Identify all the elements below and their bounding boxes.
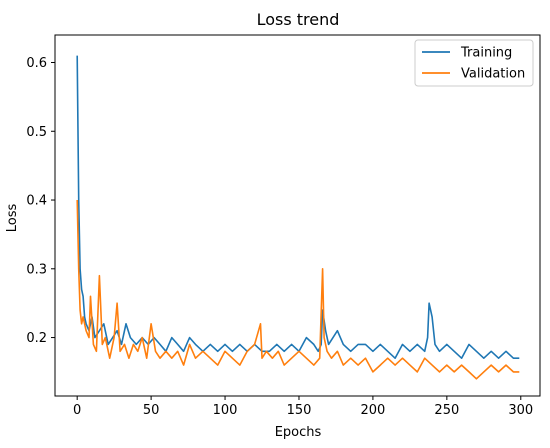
x-tick-label: 150 bbox=[287, 403, 312, 418]
series-line-training bbox=[76, 55, 520, 360]
x-tick-label: 50 bbox=[143, 403, 160, 418]
y-axis-label: Loss bbox=[5, 204, 20, 233]
y-tick-label: 0.2 bbox=[26, 331, 47, 346]
y-tick-label: 0.4 bbox=[26, 194, 47, 209]
x-tick-label: 0 bbox=[73, 403, 81, 418]
x-tick-label: 200 bbox=[360, 403, 385, 418]
y-tick-label: 0.3 bbox=[26, 262, 47, 277]
y-tick-label: 0.5 bbox=[26, 125, 47, 140]
x-tick-label: 100 bbox=[213, 403, 238, 418]
plot-area-frame bbox=[54, 34, 541, 397]
chart-title: Loss trend bbox=[257, 10, 340, 29]
x-axis-label: Epochs bbox=[275, 425, 322, 440]
legend-label-validation: Validation bbox=[461, 67, 525, 82]
legend-label-training: Training bbox=[460, 46, 512, 61]
legend: Training Validation bbox=[414, 39, 534, 87]
x-axis: 0 50 100 150 200 250 300 bbox=[73, 396, 533, 418]
series-line-validation bbox=[76, 199, 520, 380]
x-tick-label: 250 bbox=[434, 403, 459, 418]
y-axis: 0.2 0.3 0.4 0.5 0.6 bbox=[26, 56, 55, 346]
x-tick-label: 300 bbox=[508, 403, 533, 418]
series-lines bbox=[76, 55, 520, 380]
y-tick-label: 0.6 bbox=[26, 56, 47, 71]
